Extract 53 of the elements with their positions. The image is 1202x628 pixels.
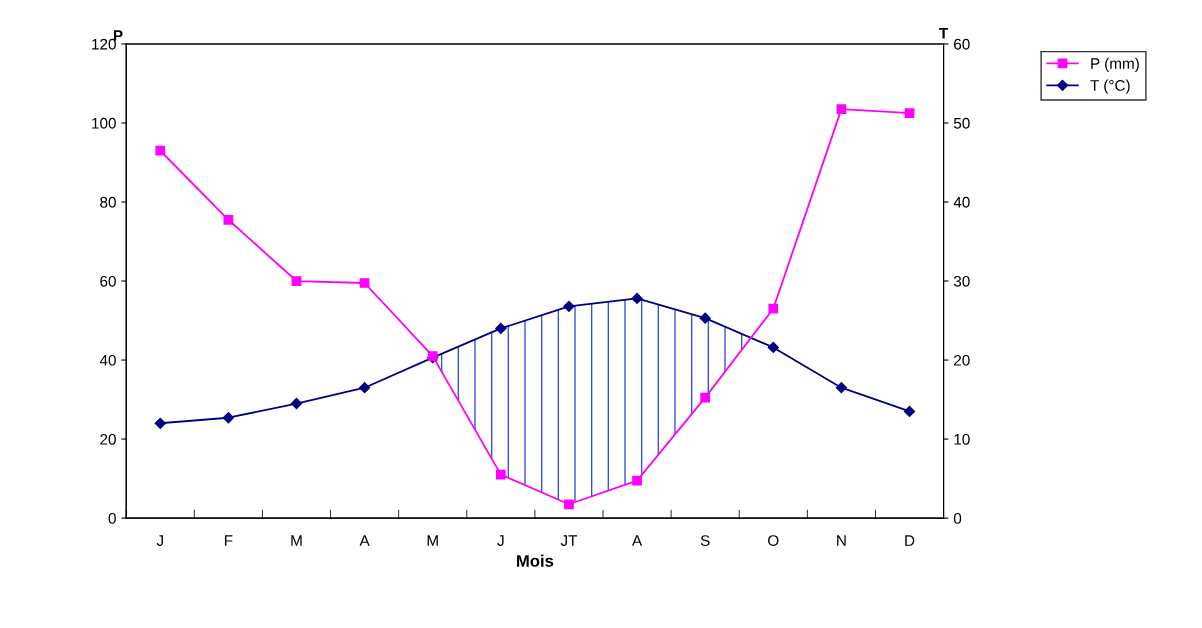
point — [291, 276, 302, 286]
y2-tick-label: 10 — [954, 433, 970, 445]
y-tick-label: 0 — [108, 512, 116, 524]
point — [223, 214, 234, 225]
x-tick-label: M — [427, 535, 438, 546]
point — [835, 382, 848, 394]
x-tick-label: J — [497, 535, 504, 546]
point — [495, 469, 506, 480]
x-tick-label: F — [224, 535, 233, 546]
point — [359, 382, 371, 394]
y2-tick-label: 30 — [953, 275, 970, 287]
point — [155, 145, 166, 156]
point — [904, 108, 915, 118]
y-tick-label: 20 — [100, 433, 116, 445]
y2-tick-label: 60 — [954, 38, 970, 50]
x-tick-label: M — [291, 535, 302, 546]
legend-label: T (°C) — [1090, 79, 1130, 94]
point — [359, 278, 370, 288]
y-tick-label: 40 — [99, 354, 116, 366]
x-tick-label: O — [768, 535, 779, 546]
point — [631, 292, 643, 305]
point — [290, 397, 303, 410]
x-tick-label: J — [156, 535, 163, 546]
point — [836, 104, 847, 115]
y2-axis-title: T — [939, 27, 949, 39]
y-tick-label: 120 — [92, 38, 116, 50]
y-tick-label: 80 — [100, 196, 116, 208]
point — [700, 392, 711, 403]
y2-tick-label: 20 — [954, 354, 970, 366]
point — [632, 475, 642, 486]
point — [699, 312, 711, 324]
point — [768, 303, 779, 314]
point — [154, 417, 166, 429]
point — [563, 300, 575, 312]
legend-label: P (mm) — [1091, 57, 1139, 72]
y2-tick-label: 50 — [953, 117, 970, 129]
point — [767, 341, 779, 354]
x-tick-label: N — [837, 535, 846, 546]
point — [495, 322, 507, 335]
point — [564, 499, 574, 510]
point — [222, 412, 234, 424]
y-axis-title: P — [113, 30, 123, 41]
y2-tick-label: 0 — [953, 512, 962, 524]
y-tick-label: 100 — [92, 117, 116, 129]
x-tick-label: A — [632, 535, 643, 546]
y2-tick-label: 40 — [953, 196, 970, 208]
x-tick-label: A — [359, 535, 370, 546]
y-tick-label: 60 — [100, 275, 116, 287]
x-tick-label: D — [905, 535, 915, 546]
x-tick-label: S — [700, 535, 710, 546]
x-tick-label: JT — [560, 535, 578, 546]
x-axis-title: Mois — [517, 554, 554, 567]
point — [903, 405, 916, 418]
